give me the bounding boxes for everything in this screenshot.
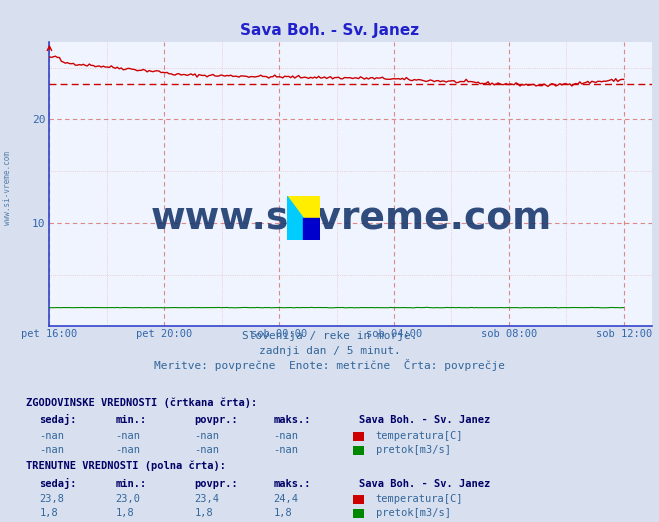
Text: 1,8: 1,8: [40, 508, 58, 518]
Text: Meritve: povprečne  Enote: metrične  Črta: povprečje: Meritve: povprečne Enote: metrične Črta:…: [154, 359, 505, 371]
Text: -nan: -nan: [40, 445, 65, 455]
Text: TRENUTNE VREDNOSTI (polna črta):: TRENUTNE VREDNOSTI (polna črta):: [26, 461, 226, 471]
Text: 24,4: 24,4: [273, 494, 299, 504]
Text: -nan: -nan: [194, 431, 219, 441]
Text: 1,8: 1,8: [194, 508, 213, 518]
Text: 1,8: 1,8: [273, 508, 292, 518]
Text: 1,8: 1,8: [115, 508, 134, 518]
Text: 23,0: 23,0: [115, 494, 140, 504]
Polygon shape: [303, 218, 320, 240]
Text: temperatura[C]: temperatura[C]: [376, 431, 463, 441]
Text: min.:: min.:: [115, 479, 146, 489]
Text: maks.:: maks.:: [273, 479, 311, 489]
Text: pretok[m3/s]: pretok[m3/s]: [376, 508, 451, 518]
Text: zadnji dan / 5 minut.: zadnji dan / 5 minut.: [258, 346, 401, 356]
Text: Sava Boh. - Sv. Janez: Sava Boh. - Sv. Janez: [359, 479, 490, 489]
Text: -nan: -nan: [273, 445, 299, 455]
Text: sedaj:: sedaj:: [40, 478, 77, 489]
Text: -nan: -nan: [115, 431, 140, 441]
Text: pretok[m3/s]: pretok[m3/s]: [376, 445, 451, 455]
Text: -nan: -nan: [194, 445, 219, 455]
Text: Sava Boh. - Sv. Janez: Sava Boh. - Sv. Janez: [359, 416, 490, 425]
Text: www.si-vreme.com: www.si-vreme.com: [3, 151, 13, 225]
Text: temperatura[C]: temperatura[C]: [376, 494, 463, 504]
Text: 23,4: 23,4: [194, 494, 219, 504]
Text: ZGODOVINSKE VREDNOSTI (črtkana črta):: ZGODOVINSKE VREDNOSTI (črtkana črta):: [26, 398, 258, 408]
Text: povpr.:: povpr.:: [194, 416, 238, 425]
Text: sedaj:: sedaj:: [40, 414, 77, 425]
Text: min.:: min.:: [115, 416, 146, 425]
Text: povpr.:: povpr.:: [194, 479, 238, 489]
Text: 23,8: 23,8: [40, 494, 65, 504]
Polygon shape: [287, 196, 320, 240]
Text: -nan: -nan: [115, 445, 140, 455]
Text: -nan: -nan: [273, 431, 299, 441]
Text: Slovenija / reke in morje.: Slovenija / reke in morje.: [242, 331, 417, 341]
Text: Sava Boh. - Sv. Janez: Sava Boh. - Sv. Janez: [240, 23, 419, 39]
Text: maks.:: maks.:: [273, 416, 311, 425]
Text: www.si-vreme.com: www.si-vreme.com: [150, 200, 552, 236]
Polygon shape: [287, 196, 320, 240]
Text: -nan: -nan: [40, 431, 65, 441]
